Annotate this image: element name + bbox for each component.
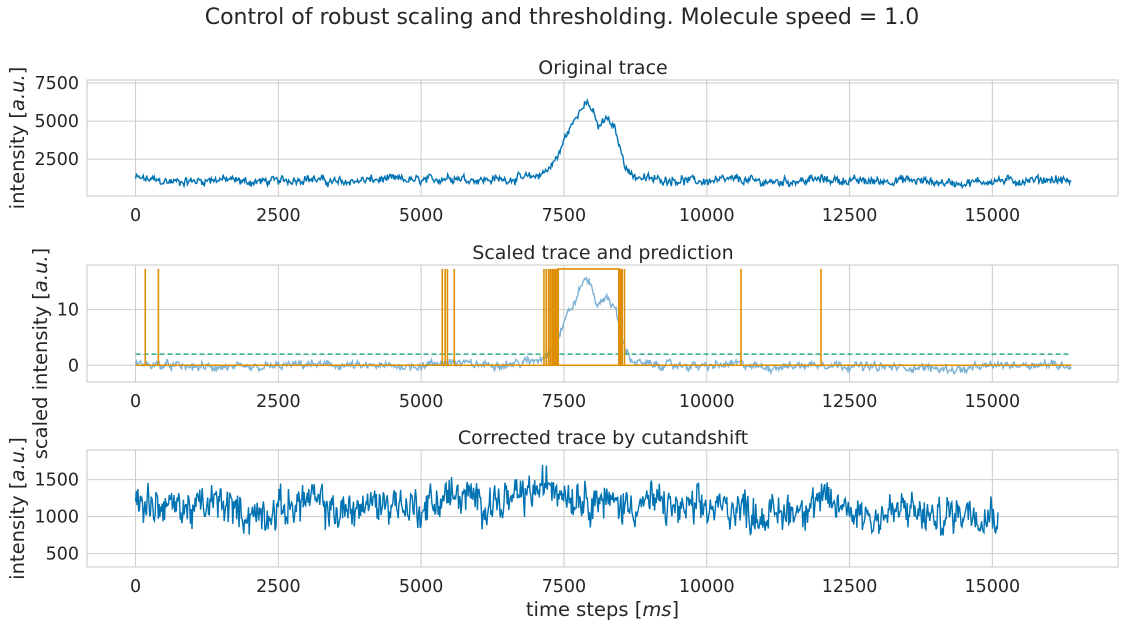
panel-title-original: Original trace	[538, 57, 667, 79]
axes-frame	[86, 264, 1119, 383]
panel-title-corrected: Corrected trace by cutandshift	[458, 427, 748, 449]
ylabel-original: intensity [a.u.]	[6, 67, 29, 210]
y-tick-label: 1500	[34, 471, 79, 491]
x-tick-label: 0	[130, 206, 141, 226]
axes-frame	[86, 449, 1119, 568]
y-tick-label: 7500	[34, 74, 79, 94]
panel-corrected-trace: Corrected trace by cutandshift intensity…	[6, 427, 1119, 621]
figure-suptitle: Control of robust scaling and thresholdi…	[205, 5, 920, 30]
y-tick-label: 1000	[34, 508, 79, 528]
x-tick-label: 5000	[399, 206, 444, 226]
ylabel-scaled: scaled intensity [a.u.]	[29, 248, 52, 460]
x-tick-label: 5000	[399, 392, 444, 412]
panel-original-trace: Original trace intensity [a.u.] 0 2500 500…	[6, 57, 1119, 226]
plot-area	[134, 464, 999, 536]
x-tick-label: 12500	[822, 206, 878, 226]
x-tick-label: 10000	[679, 577, 735, 597]
trace-series-line	[134, 97, 1072, 190]
x-tick-label: 0	[130, 577, 141, 597]
x-tick-label: 0	[130, 392, 141, 412]
x-tick-label: 7500	[542, 206, 587, 226]
y-tick-label: 10	[57, 301, 79, 321]
trace-series-line	[134, 275, 1072, 376]
x-tick-label: 15000	[965, 392, 1021, 412]
x-tick-label: 10000	[679, 206, 735, 226]
axes-frame	[86, 79, 1119, 197]
y-tick-label: 500	[46, 545, 79, 565]
x-tick-label: 2500	[256, 577, 301, 597]
xlabel-corrected: time steps [ms]	[526, 598, 679, 621]
x-tick-label: 12500	[822, 577, 878, 597]
x-tick-label: 7500	[542, 392, 587, 412]
plot-area	[134, 97, 1072, 190]
x-tick-label: 2500	[256, 392, 301, 412]
x-tick-label: 15000	[965, 206, 1021, 226]
trace-series-line	[134, 464, 999, 536]
plot-area	[134, 268, 1072, 376]
x-tick-label: 10000	[679, 392, 735, 412]
panel-scaled-trace: Scaled trace and prediction scaled inten…	[29, 242, 1119, 460]
x-tick-label: 5000	[399, 577, 444, 597]
x-tick-label: 15000	[965, 577, 1021, 597]
x-tick-label: 7500	[542, 577, 587, 597]
ylabel-corrected: intensity [a.u.]	[6, 437, 29, 580]
prediction-high-block	[557, 268, 620, 366]
x-tick-label: 2500	[256, 206, 301, 226]
x-tick-label: 12500	[822, 392, 878, 412]
y-tick-label: 2500	[34, 150, 79, 170]
y-tick-label: 0	[68, 356, 79, 376]
panel-title-scaled: Scaled trace and prediction	[472, 242, 733, 264]
y-tick-label: 5000	[34, 112, 79, 132]
